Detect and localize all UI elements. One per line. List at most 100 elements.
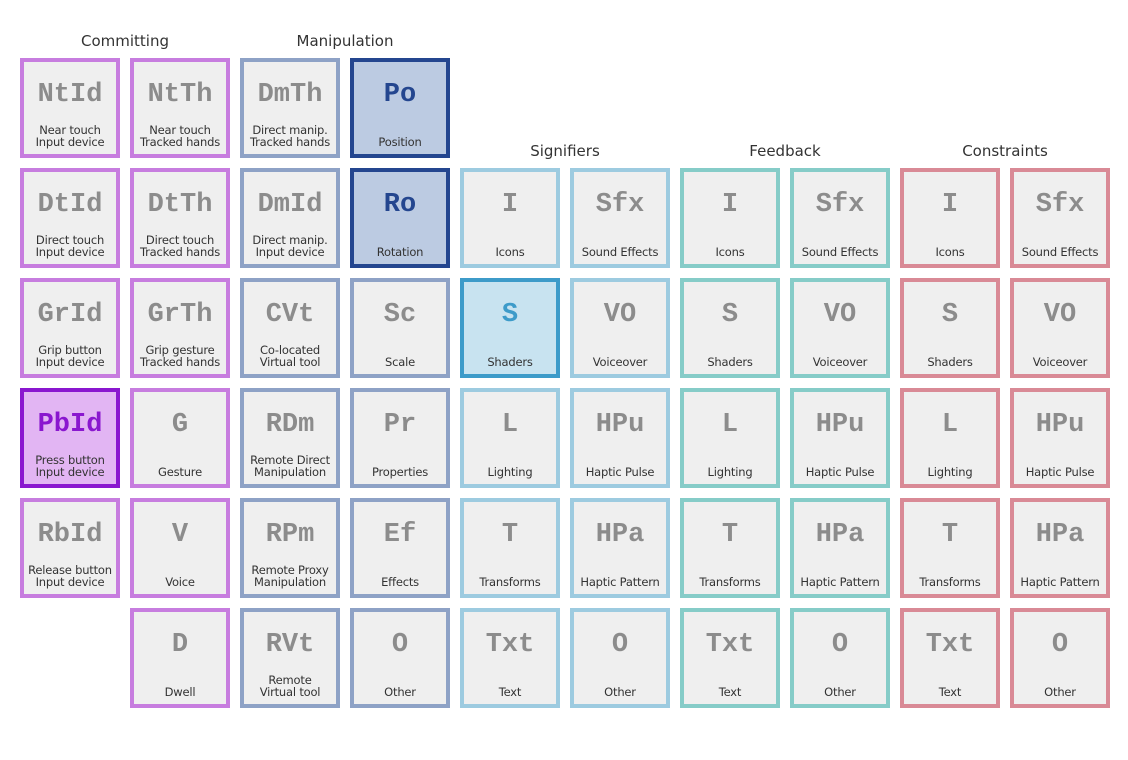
tile-manip-dmid[interactable]: DmId Direct manip. Input device (240, 168, 340, 268)
tile-sig-s[interactable]: S Shaders (460, 278, 560, 378)
tile-manip-cvt[interactable]: CVt Co-located Virtual tool (240, 278, 340, 378)
tile-manip-rdm[interactable]: RDm Remote Direct Manipulation (240, 388, 340, 488)
tile-manip-rpm[interactable]: RPm Remote Proxy Manipulation (240, 498, 340, 598)
tile-caption-line: Voiceover (812, 355, 868, 369)
tile-commit-grth[interactable]: GrTh Grip gesture Tracked hands (130, 278, 230, 378)
tile-feed-s[interactable]: S Shaders (680, 278, 780, 378)
tile-feed-txt[interactable]: Txt Text (680, 608, 780, 708)
tile-commit-dtid[interactable]: DtId Direct touch Input device (20, 168, 120, 268)
tile-caption-line: Voice (165, 575, 195, 589)
tile-symbol: CVt (265, 300, 315, 330)
tile-cons-txt[interactable]: Txt Text (900, 608, 1000, 708)
tile-symbol: RDm (265, 410, 315, 440)
tile-commit-pbid[interactable]: PbId Press button Input device (20, 388, 120, 488)
tile-feed-t[interactable]: T Transforms (680, 498, 780, 598)
tile-sig-l[interactable]: L Lighting (460, 388, 560, 488)
tile-caption: Rotation (354, 246, 446, 258)
tile-sig-i[interactable]: I Icons (460, 168, 560, 268)
tile-cons-hpu[interactable]: HPu Haptic Pulse (1010, 388, 1110, 488)
tile-commit-g[interactable]: G Gesture (130, 388, 230, 488)
tile-symbol: RbId (37, 520, 103, 550)
tile-symbol: O (611, 630, 629, 660)
tile-caption-line: Tracked hands (139, 245, 221, 259)
tile-caption-line: Position (378, 135, 422, 149)
tile-symbol: S (721, 300, 739, 330)
tile-caption-line: Manipulation (254, 465, 326, 479)
tile-manip-ef[interactable]: Ef Effects (350, 498, 450, 598)
tile-commit-dtth[interactable]: DtTh Direct touch Tracked hands (130, 168, 230, 268)
tile-symbol: O (1051, 630, 1069, 660)
tile-cons-vo[interactable]: VO Voiceover (1010, 278, 1110, 378)
tile-commit-v[interactable]: V Voice (130, 498, 230, 598)
tile-symbol: GrTh (147, 300, 213, 330)
tile-caption-line: Text (938, 685, 962, 699)
tile-cons-s[interactable]: S Shaders (900, 278, 1000, 378)
tile-sig-t[interactable]: T Transforms (460, 498, 560, 598)
tile-caption-line: Direct touch (35, 233, 105, 247)
tile-sig-txt[interactable]: Txt Text (460, 608, 560, 708)
tile-caption: Shaders (904, 356, 996, 368)
tile-cons-o[interactable]: O Other (1010, 608, 1110, 708)
tile-commit-d[interactable]: D Dwell (130, 608, 230, 708)
tile-cons-sfx[interactable]: Sfx Sound Effects (1010, 168, 1110, 268)
tile-feed-vo[interactable]: VO Voiceover (790, 278, 890, 378)
tile-manip-rvt[interactable]: RVt Remote Virtual tool (240, 608, 340, 708)
tile-cons-t[interactable]: T Transforms (900, 498, 1000, 598)
tile-caption-line: Properties (371, 465, 429, 479)
tile-commit-ntid[interactable]: NtId Near touch Input device (20, 58, 120, 158)
tile-caption-line: Other (604, 685, 636, 699)
tile-feed-l[interactable]: L Lighting (680, 388, 780, 488)
tile-manip-o[interactable]: O Other (350, 608, 450, 708)
tile-caption-line: Tracked hands (249, 135, 331, 149)
tile-caption: Direct touch Tracked hands (134, 234, 226, 258)
tile-symbol: DmId (257, 190, 323, 220)
tile-sig-vo[interactable]: VO Voiceover (570, 278, 670, 378)
tile-caption-line: Remote (268, 673, 312, 687)
tile-manip-dmth[interactable]: DmTh Direct manip. Tracked hands (240, 58, 340, 158)
tile-caption-line: Remote Proxy (251, 563, 329, 577)
tile-manip-sc[interactable]: Sc Scale (350, 278, 450, 378)
tile-symbol: S (941, 300, 959, 330)
tile-feed-o[interactable]: O Other (790, 608, 890, 708)
tile-caption-line: Co-located (260, 343, 320, 357)
tile-caption-line: Tracked hands (139, 355, 221, 369)
tile-caption: Haptic Pattern (794, 576, 886, 588)
tile-symbol: VO (1043, 300, 1077, 330)
tile-cons-hpa[interactable]: HPa Haptic Pattern (1010, 498, 1110, 598)
tile-caption-line: Gesture (158, 465, 202, 479)
tile-feed-hpu[interactable]: HPu Haptic Pulse (790, 388, 890, 488)
tile-caption: Direct manip. Tracked hands (244, 124, 336, 148)
tile-manip-ro[interactable]: Ro Rotation (350, 168, 450, 268)
tile-caption: Voiceover (574, 356, 666, 368)
tile-caption-line: Input device (255, 245, 325, 259)
tile-symbol: GrId (37, 300, 103, 330)
tile-caption-line: Remote Direct (250, 453, 330, 467)
tile-commit-rbid[interactable]: RbId Release button Input device (20, 498, 120, 598)
tile-feed-i[interactable]: I Icons (680, 168, 780, 268)
tile-symbol: Txt (705, 630, 755, 660)
tile-symbol: HPu (1035, 410, 1085, 440)
tile-sig-sfx[interactable]: Sfx Sound Effects (570, 168, 670, 268)
tile-commit-ntth[interactable]: NtTh Near touch Tracked hands (130, 58, 230, 158)
tile-caption: Transforms (464, 576, 556, 588)
tile-sig-o[interactable]: O Other (570, 608, 670, 708)
tile-commit-grid[interactable]: GrId Grip button Input device (20, 278, 120, 378)
tile-caption: Direct manip. Input device (244, 234, 336, 258)
tile-cons-l[interactable]: L Lighting (900, 388, 1000, 488)
tile-caption-line: Dwell (164, 685, 196, 699)
tile-symbol: I (941, 190, 959, 220)
tile-manip-pr[interactable]: Pr Properties (350, 388, 450, 488)
tile-manip-po[interactable]: Po Position (350, 58, 450, 158)
tile-feed-sfx[interactable]: Sfx Sound Effects (790, 168, 890, 268)
tile-symbol: Ro (383, 190, 417, 220)
tile-sig-hpu[interactable]: HPu Haptic Pulse (570, 388, 670, 488)
group-title-manip: Manipulation (296, 32, 394, 50)
tile-caption-line: Input device (35, 575, 105, 589)
tile-caption: Transforms (904, 576, 996, 588)
tile-cons-i[interactable]: I Icons (900, 168, 1000, 268)
tile-feed-hpa[interactable]: HPa Haptic Pattern (790, 498, 890, 598)
tile-sig-hpa[interactable]: HPa Haptic Pattern (570, 498, 670, 598)
tile-caption-line: Lighting (707, 465, 753, 479)
tile-symbol: Sc (383, 300, 417, 330)
tile-caption: Press button Input device (24, 454, 116, 478)
